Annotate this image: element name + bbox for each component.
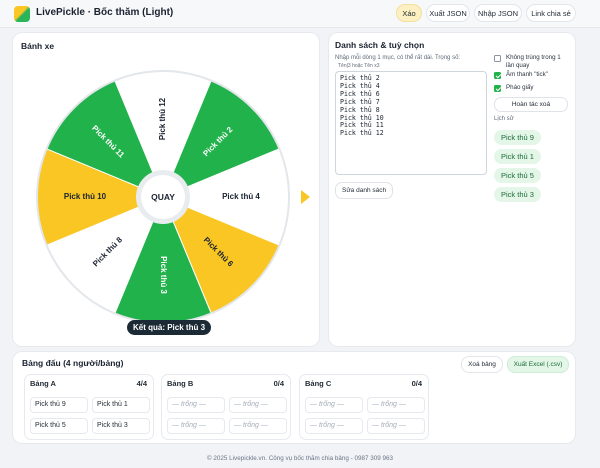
table-count: 0/4 — [273, 379, 284, 388]
table-a-card: Bảng A 4/4 Pick thủ 9 Pick thủ 1 Pick th… — [24, 374, 154, 440]
table-slot: — trống — — [167, 397, 225, 413]
table-slot: Pick thủ 3 — [92, 418, 150, 434]
board-card: Bảng đấu (4 người/bảng) Xoá bảng Xuất Ex… — [12, 351, 576, 444]
no-repeat-checkbox[interactable] — [494, 55, 501, 62]
entries-textarea[interactable]: Pick thủ 2 Pick thủ 4 Pick thủ 6 Pick th… — [335, 71, 487, 175]
history-item: Pick thủ 1 — [494, 149, 541, 164]
options-card: Danh sách & tuỳ chọn Nhập mỗi dòng 1 mục… — [328, 32, 576, 347]
shuffle-button[interactable]: Xáo — [396, 4, 422, 22]
table-c-card: Bảng C 0/4 — trống — — trống — — trống —… — [299, 374, 429, 440]
table-slot: — trống — — [367, 418, 425, 434]
wheel-segment-label: Pick thủ 12 — [158, 97, 167, 140]
table-slot: Pick thủ 9 — [30, 397, 88, 413]
edit-list-button[interactable]: Sửa danh sách — [335, 182, 394, 199]
no-repeat-label: Không trùng trong 1 — [506, 54, 561, 61]
table-slot: — trống — — [367, 397, 425, 413]
wheel-segment-label: Pick thủ 4 — [222, 192, 260, 201]
import-json-button[interactable]: Nhập JSON — [474, 4, 522, 22]
history-item: Pick thủ 9 — [494, 130, 541, 145]
table-count: 4/4 — [136, 379, 147, 388]
wheel-pointer-icon — [301, 190, 310, 204]
table-slot: Pick thủ 5 — [30, 418, 88, 434]
footer-text: © 2025 Livepickle.vn. Công vụ bốc thăm c… — [207, 455, 393, 462]
app-logo-icon — [14, 6, 30, 22]
confetti-checkbox[interactable] — [494, 85, 501, 92]
export-excel-button[interactable]: Xuất Excel (.csv) — [507, 356, 569, 373]
table-name: Bảng A — [30, 379, 56, 388]
table-slot: — trống — — [167, 418, 225, 434]
table-slot: — trống — — [229, 418, 287, 434]
table-slot: — trống — — [229, 397, 287, 413]
wheel-segment-label: Pick thủ 3 — [159, 256, 168, 294]
history-item: Pick thủ 3 — [494, 187, 541, 202]
table-name: Bảng B — [167, 379, 194, 388]
spin-label: QUAY — [151, 192, 175, 202]
options-title: Danh sách & tuỳ chọn — [335, 40, 425, 50]
wheel-segment-label: Pick thủ 10 — [64, 192, 107, 201]
table-slot: — trống — — [305, 397, 363, 413]
export-json-button[interactable]: Xuất JSON — [426, 4, 470, 22]
top-bar: LivePickle · Bốc thăm (Light) Xáo Xuất J… — [0, 0, 600, 28]
share-link-button[interactable]: Link chia sẻ — [526, 4, 576, 22]
board-title: Bảng đấu (4 người/bảng) — [22, 358, 124, 368]
undo-delete-button[interactable]: Hoàn tác xoá — [494, 97, 568, 112]
options-hint: Nhập mỗi dòng 1 mục, có thể rất dài. Trọ… — [335, 55, 461, 61]
clear-board-button[interactable]: Xoá bảng — [461, 356, 503, 373]
tick-sound-checkbox[interactable] — [494, 72, 501, 79]
table-b-card: Bảng B 0/4 — trống — — trống — — trống —… — [161, 374, 291, 440]
tick-sound-label: Âm thanh "tick" — [506, 71, 548, 78]
table-name: Bảng C — [305, 379, 332, 388]
history-item: Pick thủ 5 — [494, 168, 541, 183]
wheel-title: Bánh xe — [21, 41, 55, 51]
table-count: 0/4 — [411, 379, 422, 388]
no-repeat-label-2: lần quay — [506, 62, 530, 69]
table-slot: — trống — — [305, 418, 363, 434]
result-badge: Kết quả: Pick thủ 3 — [127, 320, 212, 335]
options-hint-weight: Tên|3 hoặc Tên x3 — [338, 63, 380, 69]
spin-button[interactable] — [141, 175, 185, 219]
confetti-label: Pháo giấy — [506, 84, 534, 91]
table-slot: Pick thủ 1 — [92, 397, 150, 413]
app-title: LivePickle · Bốc thăm (Light) — [36, 7, 174, 18]
history-title: Lịch sử — [494, 116, 514, 122]
